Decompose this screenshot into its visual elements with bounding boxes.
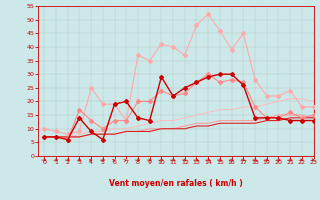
X-axis label: Vent moyen/en rafales ( km/h ): Vent moyen/en rafales ( km/h ) (109, 179, 243, 188)
